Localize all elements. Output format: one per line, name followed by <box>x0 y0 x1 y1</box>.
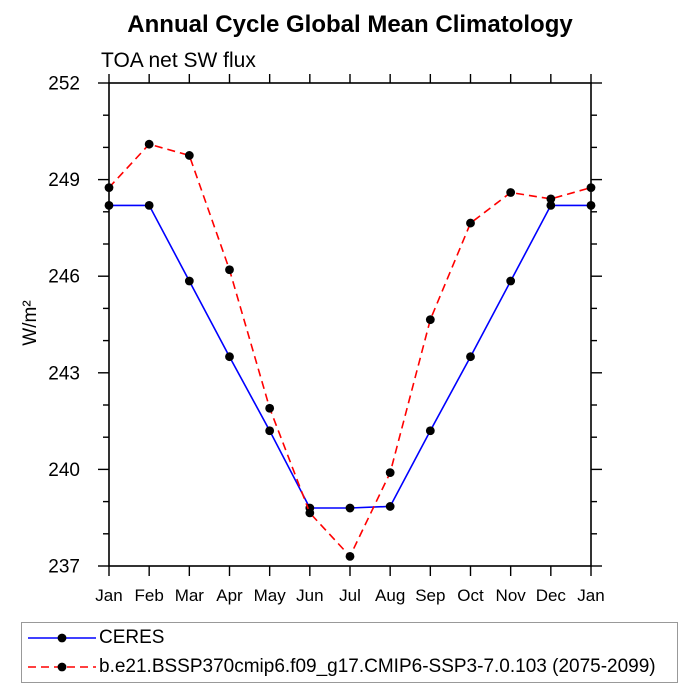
ceres-line-marker-icon <box>28 633 96 643</box>
data-point <box>466 352 475 362</box>
data-point <box>225 352 234 362</box>
x-tick-label: Nov <box>496 586 527 605</box>
legend-row-ceres: CERES <box>27 624 677 653</box>
x-tick-label: Aug <box>375 586 405 605</box>
x-tick-label: Jan <box>577 586 604 605</box>
x-tick-label: Dec <box>536 586 567 605</box>
y-tick-label: 237 <box>48 557 80 578</box>
data-point <box>345 551 355 561</box>
series-ceres <box>104 200 596 513</box>
y-tick-label: 243 <box>48 363 80 384</box>
x-tick-label: May <box>254 586 287 605</box>
data-point <box>144 139 154 149</box>
data-point <box>466 218 475 228</box>
chart-title: Annual Cycle Global Mean Climatology <box>127 11 573 38</box>
legend-label-ceres: CERES <box>99 627 165 648</box>
x-tick-label: Apr <box>216 586 243 605</box>
axes: 237 240 243 246 249 252 Jan Feb Mar Apr May Jun Jul A… <box>48 74 604 606</box>
y-tick-label: 252 <box>48 74 80 95</box>
data-point <box>546 194 556 204</box>
data-point <box>506 188 516 197</box>
data-point <box>305 508 315 518</box>
data-point <box>345 503 355 513</box>
x-tick-label: Jun <box>296 586 323 605</box>
data-point <box>385 468 395 478</box>
model-dashed-line-marker-icon <box>28 662 96 672</box>
x-tick-label: Oct <box>457 586 484 605</box>
y-tick-label: 246 <box>48 267 80 288</box>
series-model <box>104 139 596 561</box>
data-point <box>184 276 194 286</box>
data-point <box>225 265 234 275</box>
data-point <box>104 183 114 193</box>
x-tick-label: Sep <box>415 586 445 605</box>
data-point <box>144 200 154 210</box>
data-point <box>104 200 114 210</box>
legend-label-model: b.e21.BSSP370cmip6.f09_g17.CMIP6-SSP3-7.… <box>99 656 656 677</box>
data-point <box>586 183 596 193</box>
data-point <box>265 403 275 413</box>
data-point <box>546 200 556 210</box>
chart-subtitle: TOA net SW flux <box>101 49 256 72</box>
data-point <box>385 502 395 511</box>
x-tick-label: Jul <box>339 586 361 605</box>
y-tick-label: 240 <box>48 460 80 481</box>
data-point <box>265 426 275 436</box>
data-point <box>184 151 194 160</box>
data-point <box>425 426 435 436</box>
data-point <box>425 315 435 325</box>
y-tick-label: 249 <box>48 170 80 191</box>
data-point <box>506 276 516 286</box>
legend-row-model: b.e21.BSSP370cmip6.f09_g17.CMIP6-SSP3-7.… <box>27 653 677 682</box>
data-point <box>586 200 596 210</box>
x-tick-label: Jan <box>95 586 122 605</box>
x-tick-label: Feb <box>135 586 164 605</box>
x-tick-label: Mar <box>175 586 205 605</box>
legend: CERES b.e21.BSSP370cmip6.f09_g17.CMIP6-S… <box>21 622 678 683</box>
